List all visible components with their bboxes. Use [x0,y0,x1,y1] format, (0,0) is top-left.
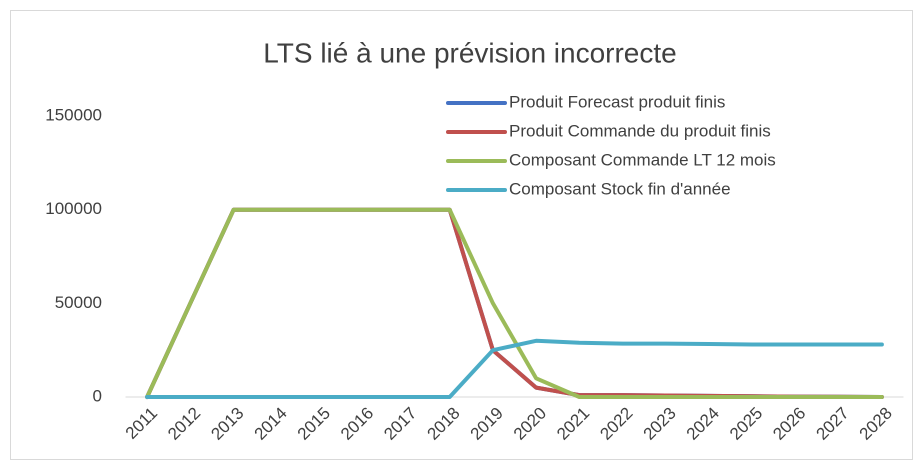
chart-title: LTS lié à une prévision incorrecte [263,37,676,68]
series-line [145,338,884,399]
legend-label: Produit Forecast produit finis [509,92,725,111]
y-tick-label: 100000 [45,199,102,218]
y-tick-label: 0 [93,386,102,405]
y-tick-label: 150000 [45,105,102,124]
series-line [145,207,884,399]
legend-label: Composant Stock fin d'année [509,179,731,198]
y-tick-label: 50000 [55,293,102,312]
legend-label: Produit Commande du produit finis [509,121,771,140]
legend-label: Composant Commande LT 12 mois [509,150,776,169]
